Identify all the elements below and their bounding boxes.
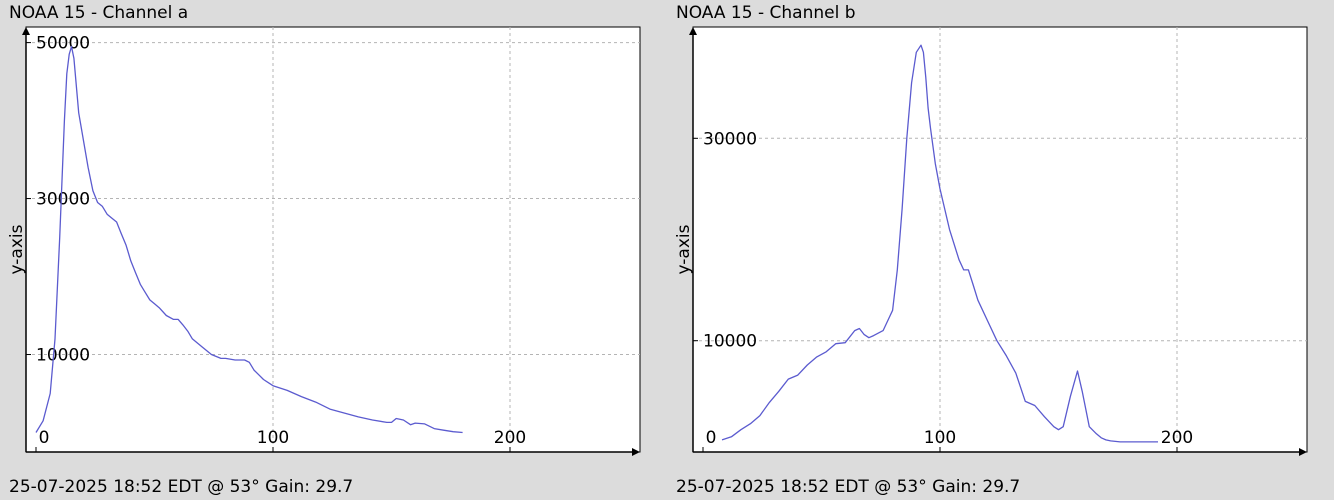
x-tick-label: 200 <box>494 428 526 448</box>
y-tick-label: 50000 <box>36 34 90 54</box>
y-tick-label: 30000 <box>703 129 757 149</box>
plot-area <box>692 26 1308 453</box>
chart-panel-b: NOAA 15 - Channel b 0 100 200 10000 30000 y-a… <box>667 0 1334 500</box>
plot-svg-b: 0 100 200 10000 30000 y-axis <box>674 26 1308 456</box>
plot-svg-a: 0 100 200 10000 30000 50000 y-axis <box>7 26 641 456</box>
y-tick-label: 10000 <box>703 332 757 352</box>
y-axis-arrow <box>689 27 697 35</box>
x-tick-label: 100 <box>257 428 289 448</box>
series-line <box>721 44 1158 443</box>
y-tick-label: 30000 <box>36 190 90 210</box>
x-axis-arrow <box>632 448 640 456</box>
panel-footer: 25-07-2025 18:52 EDT @ 53° Gain: 29.7 <box>9 477 354 497</box>
x-axis-arrow <box>1299 448 1307 456</box>
panel-title: NOAA 15 - Channel b <box>676 3 856 23</box>
x-tick-label: 0 <box>39 428 50 448</box>
series-line <box>35 45 463 434</box>
x-tick-label: 0 <box>706 428 717 448</box>
y-axis-arrow <box>22 27 30 35</box>
chart-panel-a: NOAA 15 - Channel a 0 100 200 10000 30000 500… <box>7 3 641 497</box>
x-tick-label: 100 <box>924 428 956 448</box>
y-axis-label: y-axis <box>674 224 694 274</box>
plot-area <box>25 26 641 453</box>
x-tick-label: 200 <box>1161 428 1193 448</box>
panel-footer: 25-07-2025 18:52 EDT @ 53° Gain: 29.7 <box>676 477 1021 497</box>
y-tick-label: 10000 <box>36 346 90 366</box>
y-axis-label: y-axis <box>7 224 27 274</box>
panel-title: NOAA 15 - Channel a <box>9 3 189 23</box>
